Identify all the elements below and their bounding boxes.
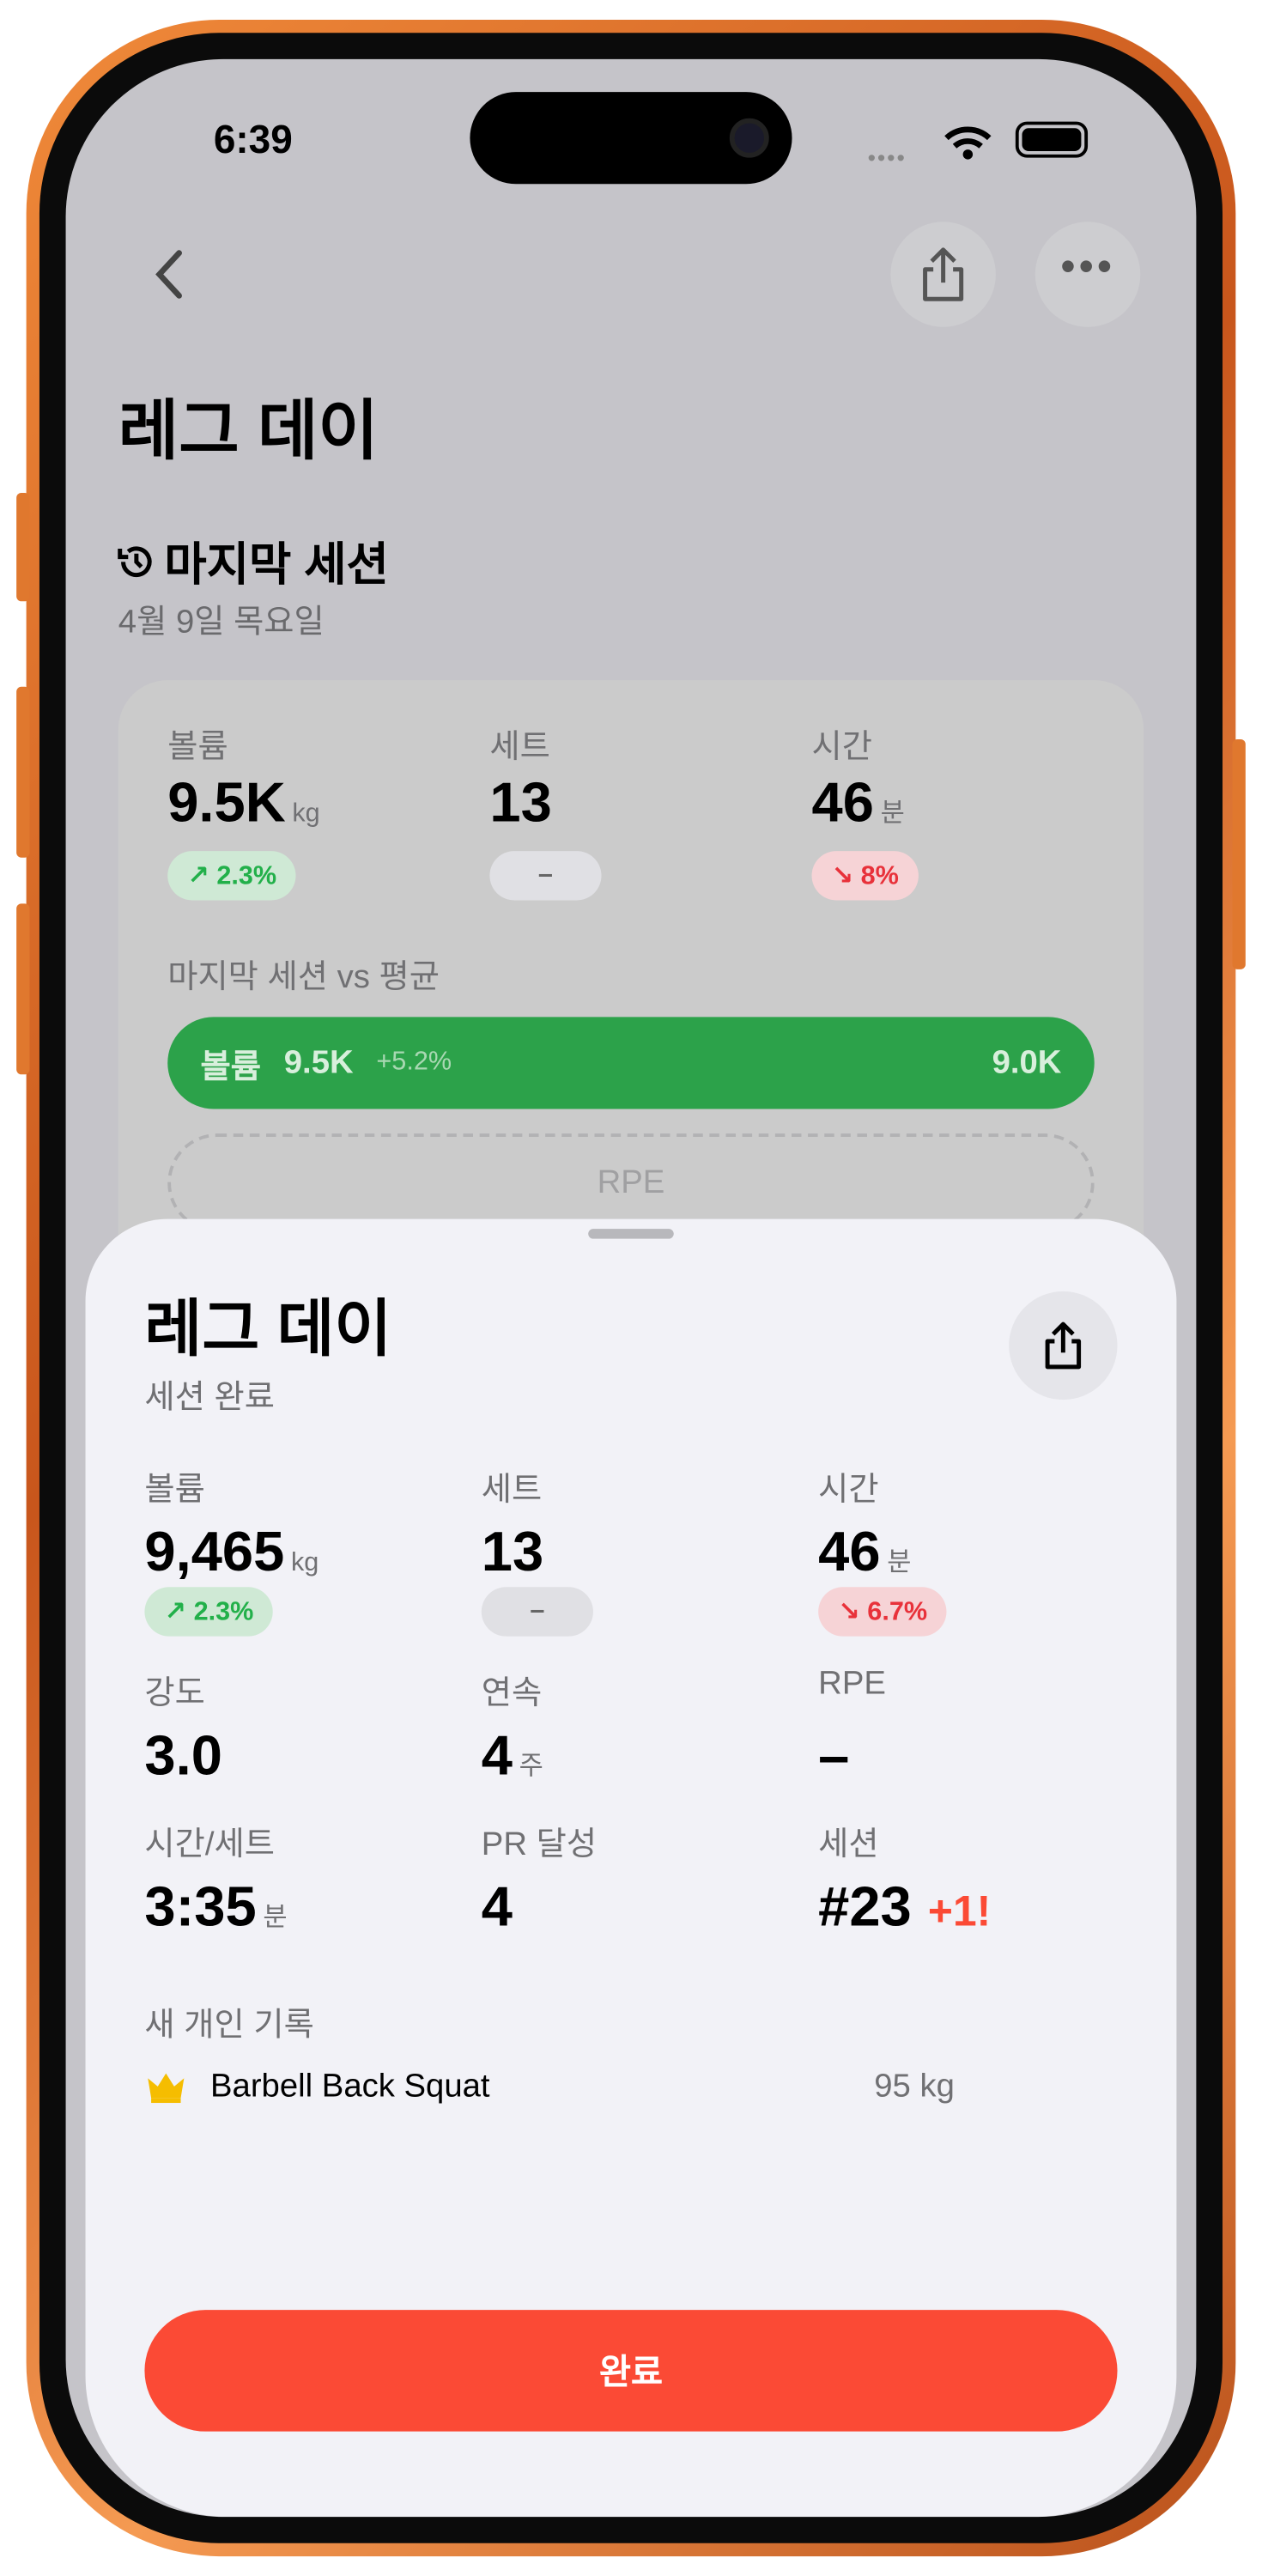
trend-badge: ↗ 2.3% [144,1587,274,1637]
history-icon [118,546,152,577]
stat-number: 4 [481,1875,513,1939]
more-button[interactable]: ••• [1034,222,1141,327]
stat-number: 3.0 [144,1724,222,1788]
power-button [1232,738,1246,969]
share-icon [923,247,964,301]
trend-badge: – [489,851,602,901]
stat-label: 연속 [481,1675,543,1712]
sheet-grabber[interactable] [588,1229,674,1239]
stat-label: 시간 [811,729,872,766]
compare-value: 9.5K [283,1043,354,1080]
ellipsis-icon: ••• [1060,240,1115,290]
compare-label: 볼륨 [200,1048,261,1085]
stat-unit: 주 [519,1753,543,1782]
battery-icon [1015,121,1089,158]
section-header: 마지막 세션 [115,529,389,595]
volume-down-button [16,903,30,1075]
stat-value: 9,465 kg [144,1522,319,1586]
signal-icon: •••• [867,144,907,171]
pr-section-title: 새 개인 기록 [144,2008,314,2044]
stat-value: – [818,1725,849,1789]
stat-value: 3.0 [144,1725,221,1789]
stat-label: 볼륨 [144,1472,205,1509]
status-time: 6:39 [213,118,293,163]
stat-number: 46 [818,1521,881,1584]
camera-icon [729,118,769,158]
stat-extra: +1! [927,1886,992,1935]
stat-value: 3:35 분 [144,1876,287,1941]
stat-value: #23 +1! [818,1876,991,1941]
stat-unit: 분 [880,799,905,829]
session-complete-sheet: 레그 데이 세션 완료 볼륨 9,465 kg ↗ 2.3% 세트 13– 시간 46 분… [85,1218,1177,2518]
done-button[interactable]: 완료 [144,2310,1118,2432]
trend-badge: ↗ 2.3% [167,851,297,901]
trend-badge: ↘ 6.7% [818,1587,948,1637]
chevron-left-icon [155,250,182,299]
stat-number: #23 [818,1875,912,1939]
stat-value: 4 [482,1876,513,1941]
session-date: 4월 9일 목요일 [118,605,325,641]
stat-number: 4 [481,1724,513,1788]
screen: 6:39 •••• ••• 레그 데이 마지막 세션 4월 9일 목요일 볼륨 … [65,58,1197,2518]
sheet-title: 레그 데이 [144,1296,392,1365]
wifi-icon [944,126,992,160]
stat-unit: 분 [263,1904,288,1933]
stat-number: 9,465 [144,1521,285,1584]
compare-average: 9.0K [992,1043,1062,1080]
stat-number: – [818,1724,850,1788]
pr-value: 95 kg [874,2067,955,2104]
section-title: 마지막 세션 [164,538,389,590]
stat-value: 13 [482,1522,543,1586]
compare-delta: +5.2% [376,1048,452,1077]
stat-value: 13 [489,772,551,836]
stat-label: 강도 [144,1675,205,1712]
stat-unit: kg [290,1549,319,1577]
stat-label: RPE [818,1666,886,1703]
rpe-input-placeholder[interactable]: RPE [167,1133,1095,1232]
stat-value: 46 분 [812,772,905,836]
stat-label: 볼륨 [167,729,228,766]
stat-value: 46 분 [818,1522,911,1586]
compare-title: 마지막 세션 vs 평균 [167,959,440,996]
page-title: 레그 데이 [118,396,379,469]
stat-unit: kg [292,799,320,829]
stat-label: 시간/세트 [144,1826,275,1863]
stat-label: 시간 [818,1472,879,1509]
action-button [16,492,30,602]
stat-label: 세트 [489,729,550,766]
back-button[interactable] [117,222,221,326]
trend-badge: – [481,1587,593,1637]
compare-bar[interactable]: 볼륨 9.5K +5.2% 9.0K [167,1017,1095,1109]
stat-number: 13 [489,772,552,835]
sheet-subtitle: 세션 완료 [144,1380,275,1417]
stat-label: 세션 [818,1826,879,1863]
sheet-share-button[interactable] [1009,1291,1118,1400]
stat-unit: 분 [887,1549,912,1577]
stat-number: 13 [481,1521,544,1584]
share-icon [1045,1321,1082,1370]
trend-badge: ↘ 8% [811,851,919,901]
crown-icon [148,2073,185,2104]
stat-number: 46 [811,772,874,835]
stat-number: 9.5K [167,772,286,835]
stat-number: 3:35 [144,1875,257,1939]
stat-value: 9.5K kg [167,772,319,836]
share-button[interactable] [890,222,996,327]
stat-label: 세트 [481,1472,543,1509]
volume-up-button [16,686,30,858]
pr-exercise-name: Barbell Back Squat [209,2067,490,2104]
dynamic-island [470,92,792,185]
stat-label: PR 달성 [481,1826,598,1863]
pr-row: Barbell Back Squat 95 kg [144,2057,1065,2116]
